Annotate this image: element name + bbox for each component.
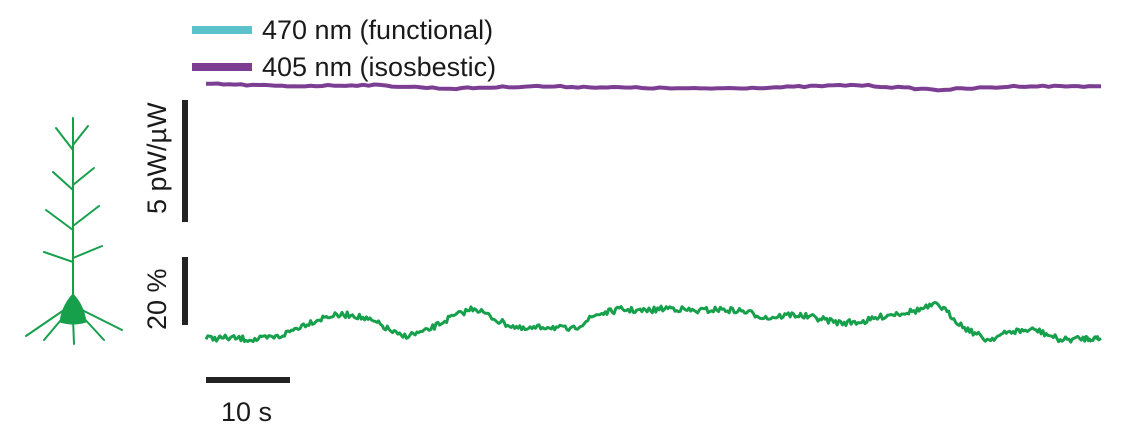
scalebar-dff-label: 20 %: [142, 268, 172, 330]
scalebar-time-label: 10 s: [221, 397, 272, 427]
legend-label-405: 405 nm (isosbestic): [262, 52, 496, 82]
neuron-icon: [25, 117, 123, 345]
trace-dff-line: [204, 301, 1102, 344]
trace-405-line: [206, 81, 1102, 93]
scalebar-power-label: 5 pW/µW: [142, 102, 172, 214]
legend-label-470: 470 nm (functional): [262, 15, 493, 45]
